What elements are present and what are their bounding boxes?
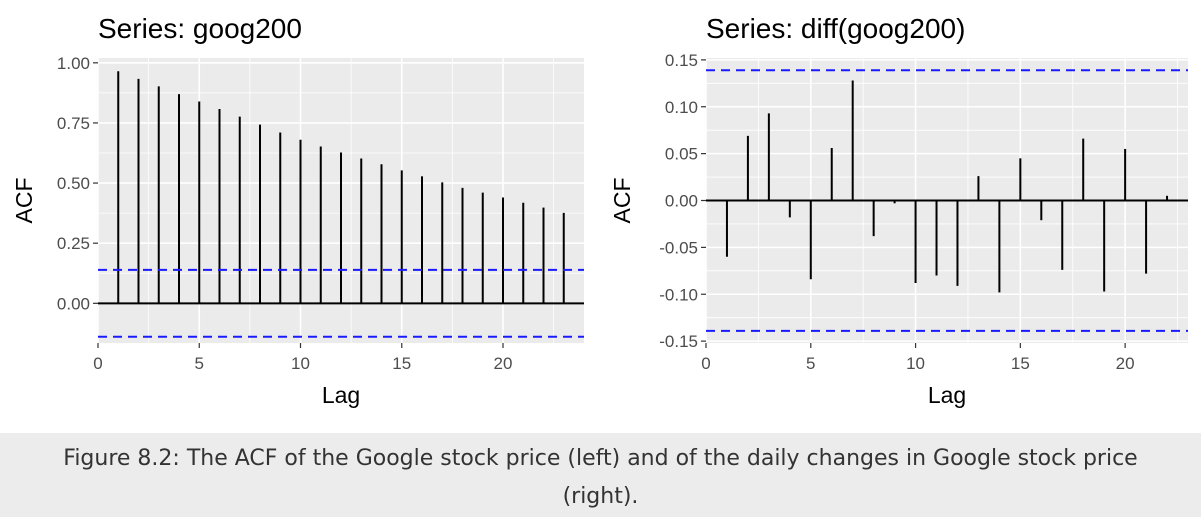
x-axis-label: Lag (928, 382, 966, 408)
chart-title: Series: goog200 (98, 13, 302, 44)
x-tick-label: 10 (906, 354, 925, 373)
y-tick-label: -0.15 (659, 332, 698, 351)
y-tick-label: 0.75 (57, 114, 90, 133)
y-tick-label: 0.00 (665, 192, 698, 211)
y-tick-label: 0.50 (57, 174, 90, 193)
chart-title: Series: diff(goog200) (706, 13, 965, 44)
y-tick-label: -0.05 (659, 238, 698, 257)
y-tick-label: 0.05 (665, 145, 698, 164)
x-tick-label: 10 (291, 354, 310, 373)
x-tick-label: 5 (806, 354, 815, 373)
y-tick-label: 1.00 (57, 54, 90, 73)
y-axis-label: ACF (609, 178, 635, 224)
x-axis-label: Lag (322, 382, 360, 408)
y-tick-label: 0.15 (665, 51, 698, 70)
y-tick-label: 0.10 (665, 98, 698, 117)
x-tick-label: 0 (93, 354, 102, 373)
y-axis-label: ACF (11, 178, 37, 224)
acf-charts: 0.00 0.25 0.50 0.75 1.00 0 5 10 15 20 Series: goog… (11, 13, 1188, 408)
x-tick-label: 20 (494, 354, 513, 373)
figure-caption: Figure 8.2: The ACF of the Google stock … (0, 433, 1201, 517)
y-tick-label: 0.25 (57, 234, 90, 253)
x-tick-label: 0 (701, 354, 710, 373)
x-tick-label: 15 (1011, 354, 1030, 373)
x-tick-label: 15 (392, 354, 411, 373)
x-tick-label: 5 (195, 354, 204, 373)
y-tick-label: 0.00 (57, 294, 90, 313)
x-tick-label: 20 (1116, 354, 1135, 373)
y-tick-label: -0.10 (659, 285, 698, 304)
